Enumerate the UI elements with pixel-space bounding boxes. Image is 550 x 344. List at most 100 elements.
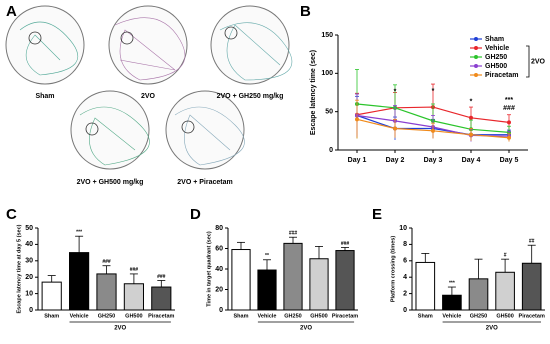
legend-bracket <box>526 45 530 78</box>
legend-marker <box>474 55 478 59</box>
legend-group-label: 2VO <box>531 58 546 65</box>
point <box>431 128 435 133</box>
significance: ### <box>289 231 298 237</box>
significance: ** <box>265 253 269 259</box>
x-tick-label: Vehicle <box>258 313 277 319</box>
y-tick-label: 2 <box>403 290 407 297</box>
y-tick-label: 30 <box>25 258 33 265</box>
group-label: 2VO <box>114 326 126 332</box>
y-tick-label: 50 <box>325 109 333 116</box>
x-tick-label: Day 3 <box>424 157 443 164</box>
y-tick-label: 10 <box>399 225 407 232</box>
panel-letter: B <box>300 3 311 20</box>
y-tick-label: 0 <box>403 307 407 314</box>
image-label: Sham <box>35 93 54 100</box>
panel-letter: E <box>372 206 382 223</box>
y-tick-label: 0 <box>29 307 33 314</box>
x-tick-label: Vehicle <box>442 313 461 319</box>
y-tick-label: 40 <box>25 241 33 248</box>
significance: * <box>470 99 473 106</box>
legend-label: GH250 <box>485 54 507 61</box>
x-tick-label: Day 2 <box>386 157 405 164</box>
bar <box>69 252 90 311</box>
image-label: 2VO <box>141 93 156 100</box>
y-tick-label: 10 <box>25 290 33 297</box>
y-tick-label: 4 <box>403 274 407 281</box>
x-tick-label: GH250 <box>98 313 115 319</box>
y-tick-label: 20 <box>215 286 223 293</box>
point <box>469 115 473 120</box>
image-label: 2VO + Piracetam <box>177 179 232 186</box>
point <box>507 135 511 140</box>
bar <box>335 250 355 311</box>
bar <box>231 249 251 311</box>
legend-label: GH500 <box>485 63 507 70</box>
x-tick-label: GH500 <box>496 313 513 319</box>
y-tick-label: 0 <box>219 307 223 314</box>
significance: ## <box>529 239 535 245</box>
swim-path <box>219 22 293 81</box>
x-tick-label: Piracetam <box>519 313 545 319</box>
platform <box>181 120 195 134</box>
point <box>393 126 397 131</box>
x-tick-label: Sham <box>418 313 433 319</box>
y-tick-label: 0 <box>329 147 333 154</box>
bar <box>468 278 489 311</box>
swim-path <box>19 21 79 76</box>
point <box>469 132 473 137</box>
x-tick-label: Sham <box>234 313 249 319</box>
y-tick-label: 20 <box>25 274 33 281</box>
significance: ### <box>130 267 139 273</box>
legend-marker <box>474 46 478 50</box>
group-label: 2VO <box>486 326 498 332</box>
panel-letter: D <box>190 206 201 223</box>
pool-image <box>210 5 290 85</box>
x-tick-label: GH250 <box>470 313 487 319</box>
y-tick-label: 6 <box>403 258 407 265</box>
y-axis-label: Time in target quadrant (sec) <box>206 231 212 307</box>
bar <box>442 294 462 311</box>
point <box>507 120 511 125</box>
y-tick-label: 60 <box>215 245 223 252</box>
significance: * <box>432 88 435 95</box>
y-axis-label: Platform crossing (times) <box>390 236 396 302</box>
legend-marker <box>474 73 478 77</box>
legend-label: Sham <box>485 36 504 43</box>
image-label: 2VO + GH500 mg/kg <box>77 179 144 186</box>
image-label: 2VO + GH250 mg/kg <box>217 93 284 100</box>
bar <box>495 271 515 311</box>
x-tick-label: GH500 <box>125 313 142 319</box>
legend-label: Piracetam <box>485 72 518 79</box>
significance: *** <box>505 97 513 104</box>
significance: # <box>504 252 507 258</box>
platform <box>28 31 42 45</box>
legend-marker <box>474 37 478 41</box>
bar <box>151 286 172 311</box>
swim-path <box>114 17 186 81</box>
y-tick-label: 40 <box>215 266 223 273</box>
panel-a-images <box>5 5 290 170</box>
bar <box>415 261 436 311</box>
x-tick-label: Sham <box>44 313 59 319</box>
panel-letter: C <box>6 206 17 223</box>
legend-label: Vehicle <box>485 45 509 52</box>
panel-letter: A <box>6 3 17 20</box>
group-label: 2VO <box>300 326 312 332</box>
bar <box>257 269 277 311</box>
swim-path <box>79 106 150 166</box>
platform <box>224 26 238 40</box>
significance: ### <box>102 259 111 265</box>
platform <box>120 31 134 45</box>
swim-path <box>174 106 245 166</box>
pool-image <box>165 90 245 170</box>
platform <box>85 122 99 136</box>
x-tick-label: Day 4 <box>462 157 481 164</box>
bar <box>309 258 329 311</box>
bar <box>96 273 117 311</box>
swim-paths <box>19 17 293 166</box>
y-tick-label: 150 <box>321 32 333 39</box>
significance: *** <box>449 280 455 286</box>
significance: ### <box>503 105 515 112</box>
y-tick-label: 8 <box>403 241 407 248</box>
